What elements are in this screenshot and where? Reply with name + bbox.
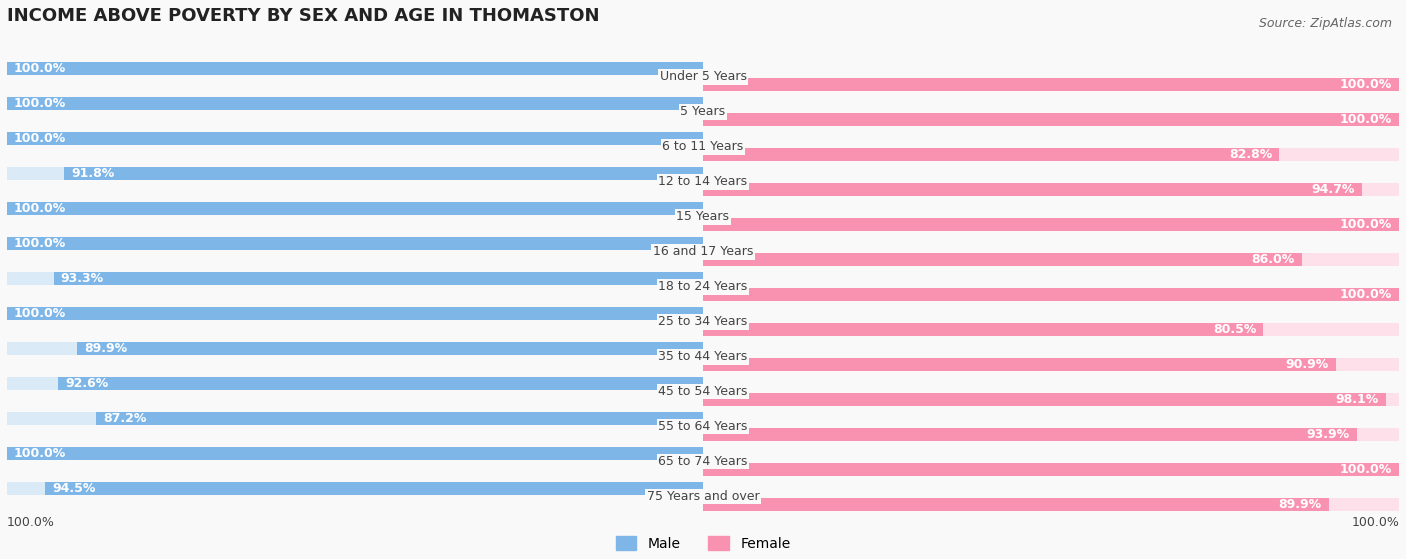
- Bar: [703, 253, 1302, 267]
- Text: 93.9%: 93.9%: [1306, 428, 1350, 441]
- Bar: [7, 237, 703, 250]
- Bar: [7, 132, 703, 145]
- Text: 100.0%: 100.0%: [7, 517, 55, 529]
- Bar: [703, 323, 1399, 337]
- Bar: [703, 288, 1399, 301]
- Text: 93.3%: 93.3%: [60, 272, 104, 285]
- Text: 100.0%: 100.0%: [14, 202, 66, 215]
- Bar: [53, 272, 703, 285]
- Bar: [703, 113, 1399, 126]
- Bar: [7, 307, 703, 320]
- Text: 94.7%: 94.7%: [1312, 183, 1355, 196]
- Bar: [703, 358, 1399, 371]
- Text: 100.0%: 100.0%: [1351, 517, 1399, 529]
- Text: 92.6%: 92.6%: [66, 377, 108, 390]
- Bar: [703, 183, 1362, 196]
- Text: 82.8%: 82.8%: [1229, 148, 1272, 162]
- Text: Under 5 Years: Under 5 Years: [659, 70, 747, 83]
- Bar: [703, 463, 1399, 476]
- Bar: [77, 342, 703, 355]
- Bar: [7, 237, 703, 250]
- Bar: [703, 428, 1357, 441]
- Text: 87.2%: 87.2%: [103, 412, 146, 425]
- Text: 5 Years: 5 Years: [681, 105, 725, 119]
- Bar: [7, 132, 703, 145]
- Text: 100.0%: 100.0%: [1340, 218, 1392, 231]
- Text: 91.8%: 91.8%: [70, 167, 114, 180]
- Bar: [703, 148, 1279, 162]
- Text: 15 Years: 15 Years: [676, 210, 730, 223]
- Bar: [7, 342, 703, 355]
- Bar: [7, 412, 703, 425]
- Text: 100.0%: 100.0%: [1340, 463, 1392, 476]
- Text: 25 to 34 Years: 25 to 34 Years: [658, 315, 748, 328]
- Text: 35 to 44 Years: 35 to 44 Years: [658, 350, 748, 363]
- Bar: [7, 307, 703, 320]
- Bar: [7, 482, 703, 495]
- Bar: [45, 482, 703, 495]
- Text: 65 to 74 Years: 65 to 74 Years: [658, 455, 748, 468]
- Text: 100.0%: 100.0%: [14, 97, 66, 110]
- Legend: Male, Female: Male, Female: [610, 530, 796, 556]
- Bar: [7, 167, 703, 181]
- Bar: [703, 183, 1399, 196]
- Bar: [703, 288, 1399, 301]
- Bar: [703, 148, 1399, 162]
- Bar: [65, 167, 703, 181]
- Bar: [7, 97, 703, 110]
- Bar: [59, 377, 703, 390]
- Bar: [703, 358, 1336, 371]
- Bar: [7, 377, 703, 390]
- Bar: [703, 218, 1399, 231]
- Bar: [703, 393, 1399, 406]
- Bar: [703, 498, 1329, 511]
- Bar: [7, 447, 703, 460]
- Text: 12 to 14 Years: 12 to 14 Years: [658, 175, 748, 188]
- Bar: [7, 272, 703, 285]
- Bar: [703, 463, 1399, 476]
- Text: 75 Years and over: 75 Years and over: [647, 490, 759, 503]
- Bar: [96, 412, 703, 425]
- Text: 100.0%: 100.0%: [14, 237, 66, 250]
- Text: 100.0%: 100.0%: [1340, 288, 1392, 301]
- Text: 100.0%: 100.0%: [14, 307, 66, 320]
- Text: 100.0%: 100.0%: [14, 132, 66, 145]
- Text: 94.5%: 94.5%: [52, 482, 96, 495]
- Text: 90.9%: 90.9%: [1285, 358, 1329, 371]
- Text: 80.5%: 80.5%: [1213, 323, 1257, 336]
- Text: 89.9%: 89.9%: [84, 342, 128, 355]
- Bar: [703, 393, 1386, 406]
- Text: 98.1%: 98.1%: [1336, 393, 1379, 406]
- Bar: [703, 218, 1399, 231]
- Text: 18 to 24 Years: 18 to 24 Years: [658, 280, 748, 293]
- Bar: [7, 62, 703, 75]
- Text: 100.0%: 100.0%: [14, 447, 66, 460]
- Bar: [703, 253, 1399, 267]
- Bar: [703, 428, 1399, 441]
- Bar: [7, 62, 703, 75]
- Text: 86.0%: 86.0%: [1251, 253, 1295, 266]
- Text: 16 and 17 Years: 16 and 17 Years: [652, 245, 754, 258]
- Text: 89.9%: 89.9%: [1278, 498, 1322, 511]
- Bar: [703, 113, 1399, 126]
- Bar: [703, 498, 1399, 511]
- Text: 6 to 11 Years: 6 to 11 Years: [662, 140, 744, 153]
- Bar: [7, 202, 703, 215]
- Text: INCOME ABOVE POVERTY BY SEX AND AGE IN THOMASTON: INCOME ABOVE POVERTY BY SEX AND AGE IN T…: [7, 7, 599, 25]
- Bar: [703, 323, 1264, 337]
- Text: Source: ZipAtlas.com: Source: ZipAtlas.com: [1258, 17, 1392, 30]
- Text: 55 to 64 Years: 55 to 64 Years: [658, 420, 748, 433]
- Text: 45 to 54 Years: 45 to 54 Years: [658, 385, 748, 398]
- Bar: [7, 202, 703, 215]
- Text: 100.0%: 100.0%: [1340, 78, 1392, 91]
- Text: 100.0%: 100.0%: [1340, 113, 1392, 126]
- Bar: [7, 97, 703, 110]
- Text: 100.0%: 100.0%: [14, 62, 66, 75]
- Bar: [703, 78, 1399, 92]
- Bar: [703, 78, 1399, 92]
- Bar: [7, 447, 703, 460]
